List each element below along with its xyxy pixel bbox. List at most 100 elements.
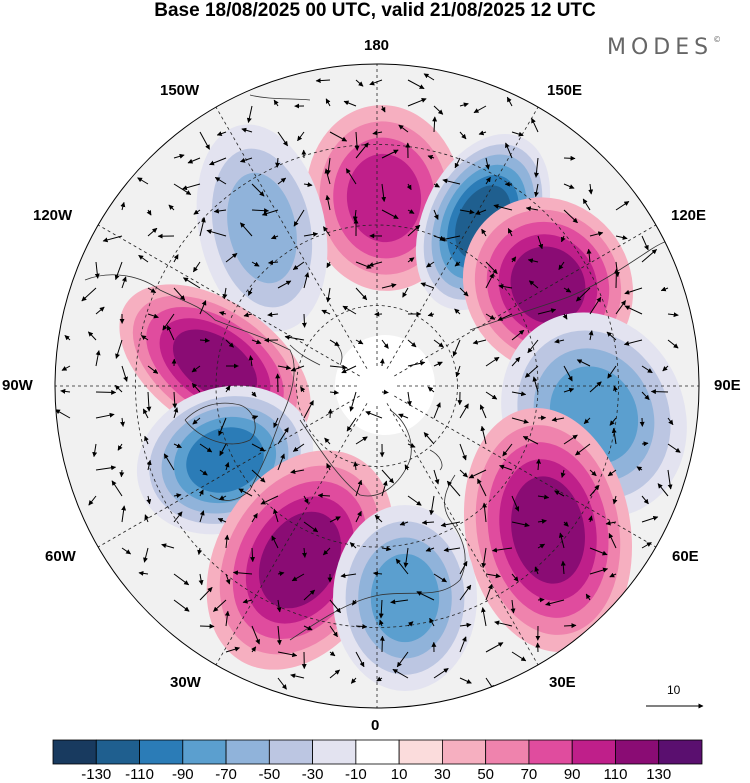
colorbar-label: 110 [603, 766, 628, 783]
wind-arrow [667, 339, 679, 349]
wind-arrow [243, 312, 253, 318]
wind-arrow [615, 300, 626, 315]
wind-arrow [60, 388, 71, 394]
wind-arrow [606, 331, 617, 341]
wind-arrow [326, 261, 332, 269]
meridian-line [394, 224, 657, 377]
wind-arrow [355, 261, 372, 269]
wind-arrow [329, 651, 336, 657]
wind-arrow [429, 617, 435, 627]
colorbar-label: 50 [477, 766, 494, 783]
wind-arrow [267, 312, 279, 318]
wind-arrow [379, 619, 384, 627]
wind-arrow [589, 469, 597, 477]
wind-arrow [536, 458, 542, 471]
wind-arrow [537, 543, 546, 549]
wind-arrow [242, 598, 253, 604]
wind-arrow [246, 105, 253, 124]
wind-arrow [173, 599, 190, 612]
wind-arrow [481, 547, 487, 569]
wind-arrow [376, 676, 383, 682]
wind-arrow [251, 469, 266, 483]
wind-arrow [218, 311, 227, 316]
wind-arrow [303, 272, 310, 289]
wind-arrow [88, 331, 97, 341]
wind-arrow [459, 560, 468, 575]
wind-arrow [607, 469, 617, 477]
wind-arrow [562, 313, 568, 320]
wind-arrow [407, 209, 415, 214]
wind-arrow [609, 417, 617, 426]
map-border [54, 63, 700, 709]
colorbar-label: -90 [171, 766, 194, 783]
wind-arrow [303, 400, 314, 419]
wind-arrow [421, 520, 435, 526]
wind-arrow [290, 365, 305, 372]
wind-arrow [146, 391, 152, 412]
wind-arrow [250, 547, 256, 563]
wind-arrow [192, 261, 201, 273]
wind-arrow [121, 365, 128, 382]
wind-arrow [485, 642, 504, 653]
wind-arrow [292, 261, 305, 270]
wind-arrow [641, 391, 650, 401]
wind-arrow [641, 365, 653, 374]
wind-arrow [485, 356, 500, 367]
wind-arrow [218, 417, 227, 436]
colorbar-swatch [571, 739, 616, 765]
wind-arrow [251, 646, 257, 653]
colorbar-label: 90 [563, 766, 581, 783]
wind-arrow [199, 300, 207, 315]
contour-fill [510, 246, 586, 324]
wind-arrow [589, 381, 602, 393]
wind-arrow [329, 364, 348, 370]
wind-arrow [662, 365, 669, 372]
wind-arrow [325, 194, 331, 211]
wind-arrow [459, 677, 472, 684]
wind-arrow [290, 469, 305, 475]
wind-arrow [173, 407, 179, 419]
wind-arrow [317, 493, 331, 499]
wind-arrow [121, 276, 127, 289]
wind-arrow [381, 283, 397, 289]
lon-label-60w: 60W [45, 548, 76, 565]
polar-cap [335, 335, 435, 435]
colorbar-swatch [139, 739, 184, 765]
wind-arrow [427, 155, 435, 160]
wind-arrow [537, 518, 547, 524]
wind-arrow [650, 389, 669, 395]
wind-arrow [284, 334, 305, 341]
wind-arrow [248, 355, 254, 367]
wind-arrow [181, 183, 201, 191]
wind-arrow [396, 651, 409, 668]
wind-arrow [343, 100, 357, 107]
wind-arrow [407, 257, 415, 263]
meridian-line [215, 403, 368, 666]
wind-arrow [209, 157, 227, 166]
wind-arrow [120, 417, 125, 427]
wind-arrow [329, 599, 341, 614]
colorbar-label: -30 [301, 766, 324, 783]
wind-arrow [251, 261, 260, 267]
meridian-line [394, 395, 657, 548]
wind-arrow [173, 573, 190, 586]
wind-arrow [485, 261, 498, 274]
contour-fill [227, 172, 297, 284]
wind-arrow [251, 339, 262, 345]
wind-arrow [454, 261, 461, 267]
wind-arrow [480, 425, 487, 445]
wind-arrow [198, 489, 204, 497]
wind-arrow [225, 252, 238, 263]
lon-label-180: 180 [364, 37, 390, 54]
wind-arrow [251, 391, 257, 397]
colorbar [52, 739, 703, 765]
wind-arrow [354, 131, 360, 151]
wind-arrow [187, 157, 201, 164]
wind-arrow [324, 168, 331, 185]
colorbar-swatch [615, 739, 660, 765]
wind-arrow [147, 365, 159, 374]
wind-arrow [563, 365, 573, 382]
wind-arrow [624, 305, 643, 315]
wind-arrow [563, 387, 575, 393]
wind-arrow [191, 383, 201, 393]
